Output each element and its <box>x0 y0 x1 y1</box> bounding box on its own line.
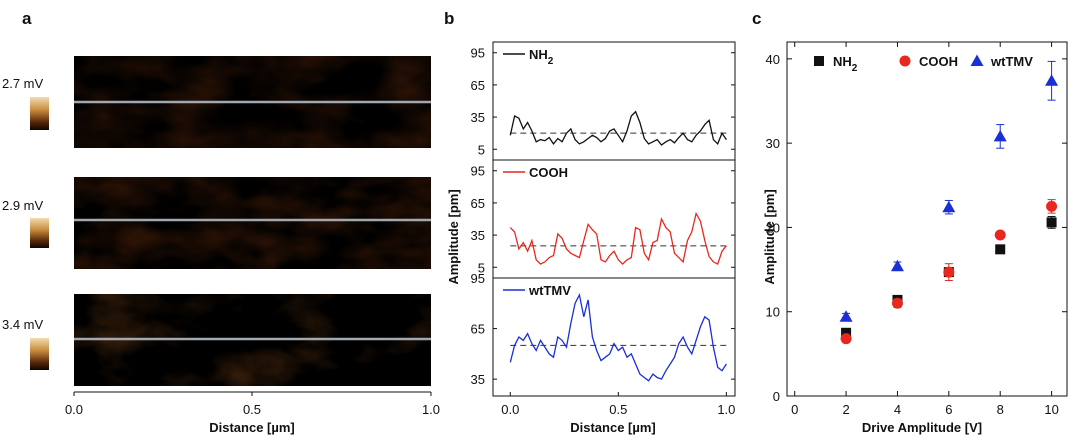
legend-label: NH2 <box>833 54 858 74</box>
x-axis-label: Distance [µm] <box>570 420 656 435</box>
profile-subplot: 5 35 65 95 COOH <box>471 159 736 279</box>
x-tick-label: 0 <box>791 402 798 417</box>
colorbar-2: 2.9 mV <box>2 198 49 248</box>
panel-b: b Amplitude [pm] Distance [µm] 5 35 65 95 NH… <box>444 9 736 435</box>
data-point <box>1046 200 1058 212</box>
afm-image-wttmv <box>74 294 431 386</box>
y-axis-label: Amplitude [pm] <box>446 189 461 284</box>
data-point <box>840 333 852 345</box>
plot-frame <box>492 277 736 397</box>
data-point <box>891 297 903 309</box>
y-axis-label: Amplitude [pm] <box>762 189 777 284</box>
panel-a: a 2.7 mV 2.9 mV 3.4 mV <box>2 9 440 435</box>
y-tick-label: 5 <box>478 142 485 157</box>
profile-plots: 5 35 65 95 NH2 5 35 65 95 COOH 35 65 95 wtTMV 0.0 0.5 1.… <box>471 41 736 417</box>
y-tick-label: 35 <box>471 372 485 387</box>
legend-marker <box>814 56 824 66</box>
legend-label: wtTMV <box>528 283 571 298</box>
x-tick-label: 0.5 <box>243 402 261 417</box>
series-line <box>509 292 727 382</box>
series-line <box>509 110 727 146</box>
legend-marker <box>970 54 984 66</box>
y-tick-label: 35 <box>471 228 485 243</box>
data-point <box>1045 74 1059 86</box>
colorbar-3: 3.4 mV <box>2 317 49 370</box>
y-tick-label: 65 <box>471 322 485 337</box>
panel-label-b: b <box>444 9 454 28</box>
y-tick-label: 20 <box>766 220 780 235</box>
legend: NH2 COOH wtTMV <box>814 54 1033 74</box>
y-tick-label: 10 <box>766 305 780 320</box>
series-cooh <box>840 199 1058 345</box>
legend-marker <box>899 55 911 67</box>
series-line <box>509 211 727 266</box>
y-tick-label: 65 <box>471 78 485 93</box>
data-point <box>942 200 956 213</box>
y-tick-label: 35 <box>471 110 485 125</box>
panel-label-a: a <box>22 9 32 28</box>
profile-subplot: 35 65 95 wtTMV <box>471 271 736 397</box>
series-wttmv <box>839 60 1059 322</box>
y-tick-label: 95 <box>471 46 485 61</box>
colorbar-label: 2.7 mV <box>2 76 44 91</box>
afm-image-nh2 <box>74 56 431 148</box>
colorbar-label: 3.4 mV <box>2 317 44 332</box>
x-tick-label: 6 <box>945 402 952 417</box>
x-tick-label: 1.0 <box>717 402 735 417</box>
x-tick-label: 0.0 <box>65 402 83 417</box>
data-point <box>890 259 904 272</box>
plot-frame <box>786 41 1068 397</box>
x-tick-label: 0.0 <box>501 402 519 417</box>
panel-a-x-axis: 0.0 0.5 1.0 Distance [µm] <box>65 391 440 435</box>
data-point <box>994 229 1006 241</box>
panel-c: c Amplitude [pm] Drive Amplitude [V] 0 2 4… <box>752 9 1068 435</box>
legend-label: COOH <box>919 54 958 69</box>
x-axis-label: Distance [µm] <box>209 420 295 435</box>
legend-label: COOH <box>529 165 568 180</box>
y-tick-label: 65 <box>471 196 485 211</box>
colorbar-1: 2.7 mV <box>2 76 49 130</box>
x-tick-label: 1.0 <box>422 402 440 417</box>
panel-label-c: c <box>752 9 761 28</box>
data-point <box>995 244 1006 255</box>
x-axis-label: Drive Amplitude [V] <box>862 420 982 435</box>
x-tick-label: 2 <box>842 402 849 417</box>
y-tick-label: 5 <box>478 260 485 275</box>
data-point <box>1046 217 1057 228</box>
profile-subplot: 5 35 65 95 NH2 <box>471 41 736 161</box>
data-point <box>841 327 852 338</box>
y-tick-label: 95 <box>471 164 485 179</box>
x-tick-label: 0.5 <box>609 402 627 417</box>
x-tick-label: 10 <box>1044 402 1058 417</box>
x-tick-label: 8 <box>997 402 1004 417</box>
colorbar-label: 2.9 mV <box>2 198 44 213</box>
scatter-plot: 0 2 4 6 8 10 0 10 20 30 40 NH2 COOH wtTMV <box>766 41 1068 417</box>
afm-image-cooh <box>74 177 431 269</box>
legend-label: wtTMV <box>990 54 1033 69</box>
data-point <box>839 310 853 322</box>
y-tick-label: 95 <box>471 271 485 286</box>
x-tick-label: 4 <box>894 402 901 417</box>
y-tick-label: 30 <box>766 136 780 151</box>
data-point <box>993 129 1007 142</box>
legend-label: NH2 <box>529 47 554 67</box>
y-tick-label: 40 <box>766 52 780 67</box>
data-point <box>943 266 955 278</box>
y-tick-label: 0 <box>773 389 780 404</box>
